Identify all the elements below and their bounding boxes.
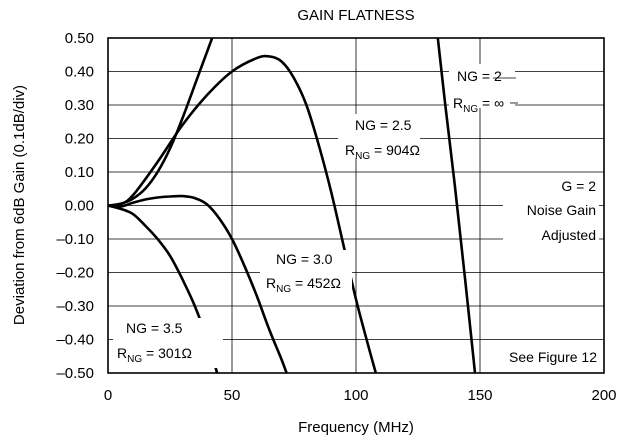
y-tick-label: 0.10 — [65, 164, 94, 181]
annotation-backgrounds — [113, 64, 600, 370]
annotation-ng2: NG = 2 RNG = ∞ — [453, 68, 518, 115]
series-line-0 — [107, 37, 214, 207]
annotation-ng35: NG = 3.5 RNG = 301Ω — [117, 320, 192, 365]
y-tick-label: –0.10 — [56, 231, 94, 248]
x-tick-label: 150 — [467, 387, 492, 404]
ng35-r-label: RNG = 301Ω — [117, 345, 192, 365]
y-axis-label: Deviation from 6dB Gain (0.1dB/div) — [11, 85, 28, 325]
y-tick-label: 0.30 — [65, 97, 94, 114]
series-line-4 — [436, 37, 477, 374]
y-tick-label: 0.00 — [65, 198, 94, 215]
ng30-r-label: RNG = 452Ω — [266, 275, 341, 295]
series-line-2 — [107, 194, 288, 374]
ng30-label: NG = 3.0 — [276, 251, 333, 267]
y-tick-label: –0.30 — [56, 298, 94, 315]
ng2-label: NG = 2 — [457, 68, 502, 84]
x-tick-label: 50 — [224, 387, 241, 404]
x-tick-labels: 0 50 100 150 200 — [104, 387, 617, 404]
y-tick-label: 0.40 — [65, 64, 94, 81]
y-tick-label: –0.40 — [56, 332, 94, 349]
ng2-r-label: RNG = ∞ — [453, 95, 504, 115]
y-tick-label: 0.50 — [65, 30, 94, 47]
noise-gain-label: Noise Gain — [527, 202, 596, 218]
ng35-label: NG = 3.5 — [126, 320, 183, 336]
x-tick-label: 0 — [104, 387, 112, 404]
adjusted-label: Adjusted — [542, 227, 596, 243]
y-tick-label: –0.20 — [56, 265, 94, 282]
g2-label: G = 2 — [561, 178, 596, 194]
y-tick-labels: 0.50 0.40 0.30 0.20 0.10 0.00 –0.10 –0.20 –0.30 –… — [56, 30, 94, 382]
chart-title: GAIN FLATNESS — [297, 7, 414, 24]
y-tick-label: 0.20 — [65, 131, 94, 148]
x-tick-label: 100 — [343, 387, 368, 404]
y-tick-label: –0.50 — [56, 365, 94, 382]
ng25-label: NG = 2.5 — [355, 117, 412, 133]
annotation-ng25: NG = 2.5 RNG = 904Ω — [345, 117, 420, 162]
annotation-ng30: NG = 3.0 RNG = 452Ω — [266, 251, 341, 295]
x-axis-label: Frequency (MHz) — [298, 419, 414, 436]
x-tick-label: 200 — [591, 387, 616, 404]
see-figure-label: See Figure 12 — [509, 349, 597, 365]
annotation-g2: G = 2 Noise Gain Adjusted — [527, 178, 596, 243]
series-lines — [107, 37, 477, 374]
ng25-r-label: RNG = 904Ω — [345, 142, 420, 162]
